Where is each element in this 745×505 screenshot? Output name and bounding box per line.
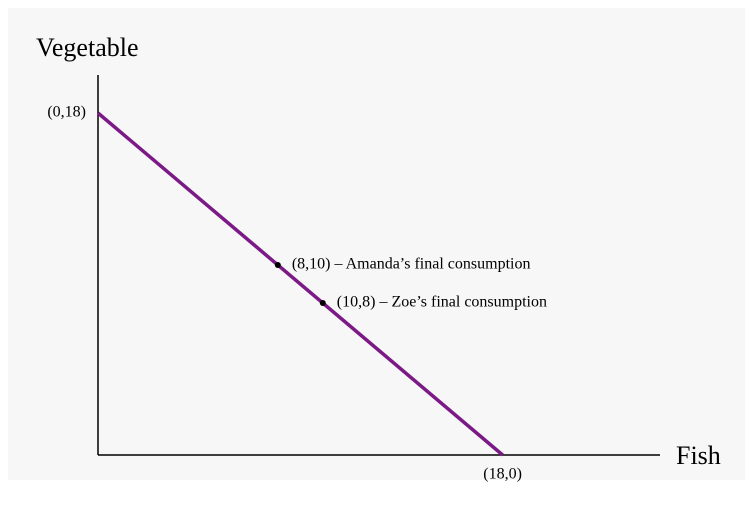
point-marker <box>319 300 326 306</box>
point-marker <box>274 262 281 268</box>
y-axis-label: Vegetable <box>36 33 139 62</box>
annotation-label: (18,0) <box>483 466 522 483</box>
annotation-label: (10,8) – Zoe’s final consumption <box>337 294 547 311</box>
x-axis-label: Fish <box>676 441 721 470</box>
budget-line <box>96 111 504 457</box>
annotation-label: (8,10) – Amanda’s final consumption <box>292 256 531 273</box>
annotation-label: (0,18) <box>47 104 86 121</box>
chart-background <box>8 8 745 480</box>
